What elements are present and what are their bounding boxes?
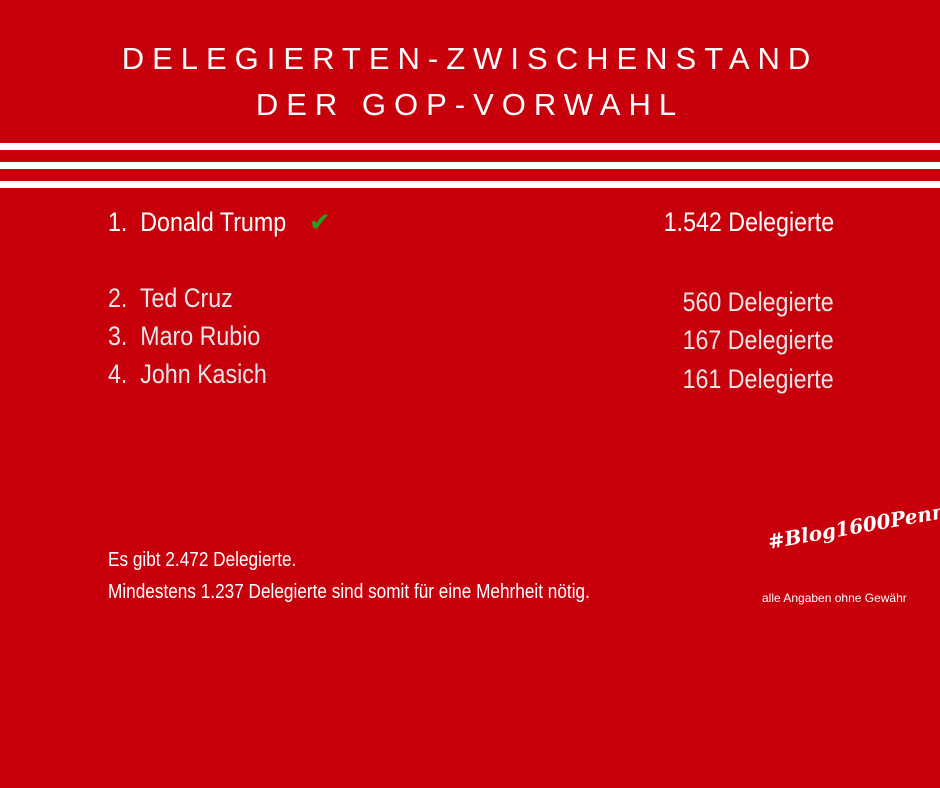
candidate-delegates-3: 167 Delegierte	[682, 325, 834, 355]
candidate-rank: 2.	[108, 283, 128, 313]
note-majority-threshold: Mindestens 1.237 Delegierte sind somit f…	[108, 581, 590, 603]
candidate-name: Ted Cruz	[139, 283, 233, 313]
candidate-delegates-1: 1.542 Delegierte	[663, 207, 834, 237]
candidate-delegates-4: 161 Delegierte	[682, 364, 834, 394]
candidate-rank: 4.	[108, 359, 128, 389]
candidate-rank: 1.	[108, 207, 128, 237]
candidate-row-2: 2. Ted Cruz	[108, 281, 233, 315]
candidate-row-3: 3. Maro Rubio	[108, 319, 260, 353]
candidate-name: John Kasich	[140, 359, 267, 389]
candidate-rank: 3.	[108, 321, 128, 351]
note-total-delegates: Es gibt 2.472 Delegierte.	[108, 549, 297, 571]
page-title-line-1: DELEGIERTEN-ZWISCHENSTAND	[121, 41, 819, 76]
hashtag-label: #Blog1600Penn	[765, 498, 940, 554]
disclaimer-text: alle Angaben ohne Gewähr	[762, 591, 907, 605]
checkmark-icon: ✔	[309, 208, 331, 238]
candidate-name: Donald Trump	[140, 207, 287, 237]
divider-stripe	[0, 181, 940, 188]
candidate-row-1: 1. Donald Trump	[108, 205, 286, 239]
candidate-row-4: 4. John Kasich	[108, 357, 267, 391]
divider-stripe	[0, 162, 940, 169]
page-title-line-2: DER GOP-VORWAHL	[255, 87, 685, 122]
candidate-name: Maro Rubio	[140, 321, 261, 351]
divider-stripe	[0, 143, 940, 150]
candidate-delegates-2: 560 Delegierte	[682, 287, 834, 317]
